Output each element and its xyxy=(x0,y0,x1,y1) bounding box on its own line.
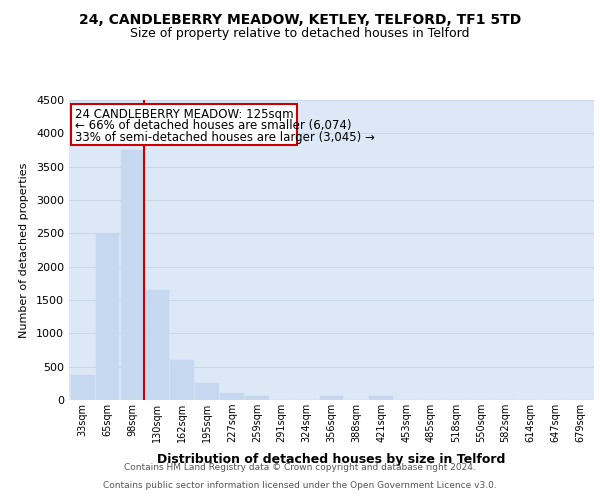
Text: Contains public sector information licensed under the Open Government Licence v3: Contains public sector information licen… xyxy=(103,481,497,490)
Text: 24 CANDLEBERRY MEADOW: 125sqm: 24 CANDLEBERRY MEADOW: 125sqm xyxy=(75,108,294,120)
Text: Contains HM Land Registry data © Crown copyright and database right 2024.: Contains HM Land Registry data © Crown c… xyxy=(124,464,476,472)
X-axis label: Distribution of detached houses by size in Telford: Distribution of detached houses by size … xyxy=(157,454,506,466)
Bar xyxy=(220,394,244,400)
Text: Size of property relative to detached houses in Telford: Size of property relative to detached ho… xyxy=(130,28,470,40)
Bar xyxy=(370,396,393,400)
Bar xyxy=(146,290,169,400)
Bar xyxy=(245,396,269,400)
Bar xyxy=(96,234,119,400)
Bar xyxy=(320,396,343,400)
Text: ← 66% of detached houses are smaller (6,074): ← 66% of detached houses are smaller (6,… xyxy=(75,120,352,132)
Bar xyxy=(71,375,95,400)
Bar xyxy=(195,384,219,400)
Text: 24, CANDLEBERRY MEADOW, KETLEY, TELFORD, TF1 5TD: 24, CANDLEBERRY MEADOW, KETLEY, TELFORD,… xyxy=(79,12,521,26)
Text: 33% of semi-detached houses are larger (3,045) →: 33% of semi-detached houses are larger (… xyxy=(75,130,375,143)
FancyBboxPatch shape xyxy=(71,104,296,146)
Bar xyxy=(170,360,194,400)
Y-axis label: Number of detached properties: Number of detached properties xyxy=(19,162,29,338)
Bar xyxy=(121,150,144,400)
